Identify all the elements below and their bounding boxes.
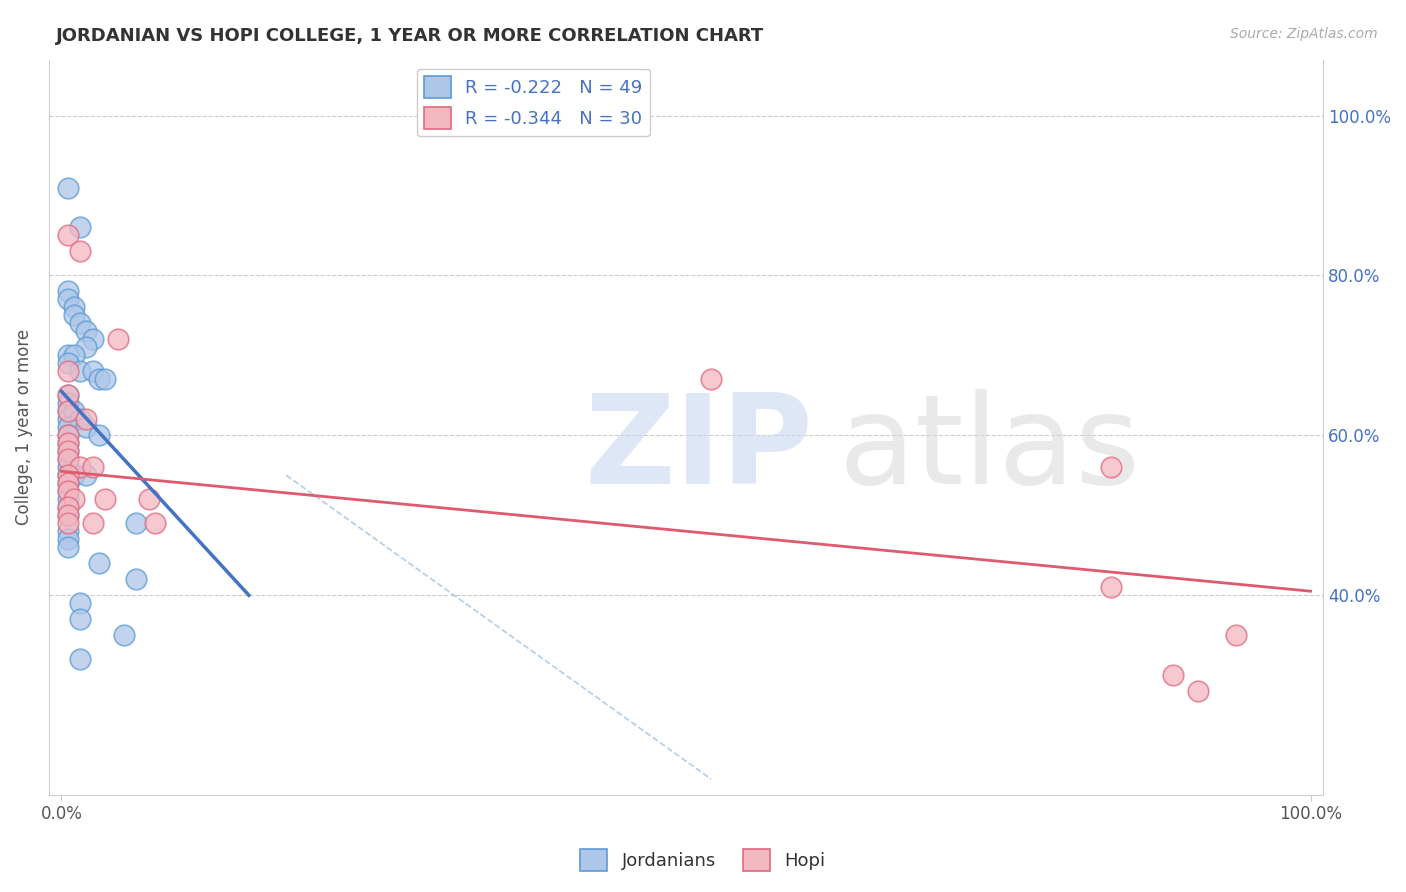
Text: ZIP: ZIP [583, 389, 813, 510]
Point [56, 396, 79, 410]
Point [63, 309, 86, 323]
Text: Source: ZipAtlas.com: Source: ZipAtlas.com [1230, 27, 1378, 41]
Legend: Jordanians, Hopi: Jordanians, Hopi [574, 842, 832, 879]
Point [56, 452, 79, 467]
Point [56, 412, 79, 426]
Point [56, 516, 79, 531]
Point [56, 356, 79, 370]
Point [56, 444, 79, 458]
Text: JORDANIAN VS HOPI COLLEGE, 1 YEAR OR MORE CORRELATION CHART: JORDANIAN VS HOPI COLLEGE, 1 YEAR OR MOR… [56, 27, 765, 45]
Point [56, 180, 79, 194]
Point [69, 612, 91, 626]
Point [82, 364, 104, 378]
Point [125, 516, 148, 531]
Point [87, 372, 110, 386]
Point [56, 468, 79, 483]
Point [56, 452, 79, 467]
Point [56, 388, 79, 402]
Point [1187, 684, 1209, 698]
Point [56, 348, 79, 362]
Point [75, 325, 97, 339]
Point [1099, 460, 1122, 475]
Point [75, 468, 97, 483]
Point [75, 412, 97, 426]
Point [56, 533, 79, 547]
Point [75, 340, 97, 354]
Point [63, 404, 86, 418]
Point [63, 301, 86, 315]
Point [56, 508, 79, 523]
Point [69, 244, 91, 259]
Point [56, 541, 79, 555]
Point [56, 428, 79, 442]
Point [125, 572, 148, 586]
Point [56, 293, 79, 307]
Point [1225, 628, 1247, 642]
Point [56, 444, 79, 458]
Point [63, 468, 86, 483]
Point [107, 332, 129, 346]
Point [700, 372, 723, 386]
Point [56, 364, 79, 378]
Point [69, 652, 91, 666]
Point [56, 484, 79, 499]
Point [87, 428, 110, 442]
Point [56, 388, 79, 402]
Y-axis label: College, 1 year or more: College, 1 year or more [15, 329, 32, 525]
Point [56, 428, 79, 442]
Point [56, 420, 79, 434]
Text: atlas: atlas [839, 389, 1142, 510]
Point [56, 484, 79, 499]
Point [56, 468, 79, 483]
Point [56, 404, 79, 418]
Point [143, 516, 166, 531]
Point [56, 492, 79, 507]
Point [69, 364, 91, 378]
Point [69, 460, 91, 475]
Point [138, 492, 160, 507]
Legend: R = -0.222   N = 49, R = -0.344   N = 30: R = -0.222 N = 49, R = -0.344 N = 30 [416, 69, 650, 136]
Point [69, 412, 91, 426]
Point [112, 628, 135, 642]
Point [69, 596, 91, 610]
Point [82, 516, 104, 531]
Point [1161, 668, 1184, 682]
Point [56, 476, 79, 491]
Point [94, 492, 117, 507]
Point [56, 436, 79, 450]
Point [82, 460, 104, 475]
Point [56, 500, 79, 515]
Point [1099, 580, 1122, 594]
Point [56, 436, 79, 450]
Point [56, 404, 79, 418]
Point [56, 524, 79, 539]
Point [56, 460, 79, 475]
Point [63, 348, 86, 362]
Point [56, 228, 79, 243]
Point [56, 285, 79, 299]
Point [69, 220, 91, 235]
Point [82, 332, 104, 346]
Point [87, 556, 110, 570]
Point [94, 372, 117, 386]
Point [69, 317, 91, 331]
Point [56, 508, 79, 523]
Point [63, 492, 86, 507]
Point [75, 420, 97, 434]
Point [56, 476, 79, 491]
Point [56, 500, 79, 515]
